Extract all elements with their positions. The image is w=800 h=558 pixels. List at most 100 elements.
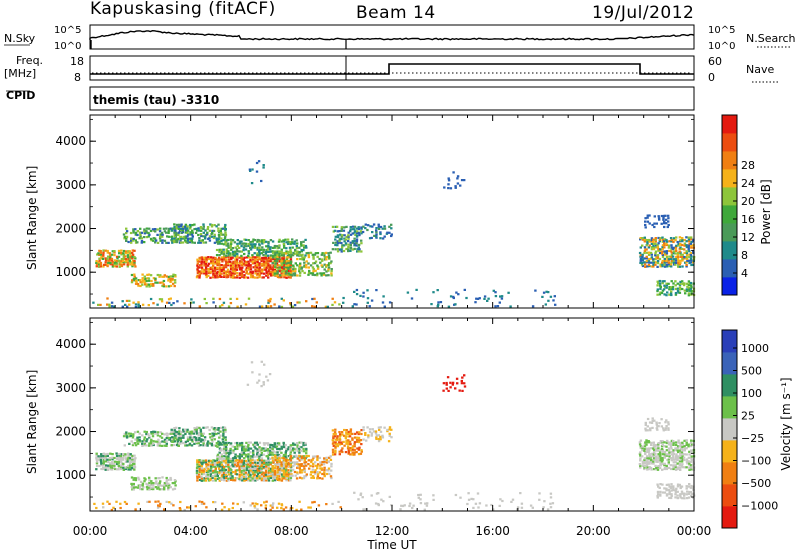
range-cell	[198, 463, 201, 466]
range-cell	[683, 494, 686, 497]
range-cell	[156, 434, 160, 437]
range-cell	[214, 268, 217, 271]
range-cell	[240, 254, 243, 257]
range-cell	[347, 235, 350, 238]
range-cell	[287, 276, 291, 279]
range-cell	[234, 469, 237, 472]
range-cell	[271, 467, 275, 470]
range-cell	[167, 478, 170, 482]
range-cell	[675, 244, 678, 247]
range-cell	[657, 215, 660, 218]
range-cell	[168, 484, 171, 487]
range-cell	[143, 230, 146, 233]
range-cell	[687, 259, 691, 262]
range-cell	[242, 258, 245, 261]
range-cell	[672, 452, 675, 455]
range-cell	[110, 461, 114, 464]
range-cell	[685, 487, 688, 490]
range-cell	[659, 455, 662, 458]
range-cell	[256, 459, 259, 462]
range-cell	[388, 434, 391, 437]
range-cell	[178, 436, 181, 440]
range-cell	[646, 220, 650, 223]
range-cell	[132, 434, 135, 437]
range-cell	[668, 293, 671, 296]
range-cell	[280, 461, 283, 464]
range-cell	[283, 472, 286, 476]
range-cell	[137, 484, 140, 487]
range-cell	[332, 444, 335, 447]
range-cell	[282, 256, 285, 259]
range-cell	[245, 478, 248, 482]
range-cell	[278, 276, 281, 279]
range-cell	[289, 250, 292, 254]
range-cell	[272, 254, 275, 257]
colorbar-frame	[721, 329, 738, 529]
range-cell	[230, 262, 233, 265]
range-cell	[275, 445, 279, 448]
range-cell	[263, 475, 266, 478]
range-cell	[154, 241, 157, 244]
range-cell	[193, 223, 196, 226]
range-cell	[227, 252, 231, 255]
range-cell	[212, 273, 215, 276]
range-cell	[663, 284, 666, 287]
range-cell	[292, 268, 295, 271]
range-cell	[650, 265, 653, 268]
range-cell	[285, 474, 288, 478]
range-cell	[349, 432, 352, 435]
range-cell	[218, 430, 221, 433]
range-cell	[656, 265, 659, 268]
range-cell	[360, 250, 363, 253]
range-cell	[227, 457, 230, 460]
range-cell	[146, 283, 149, 286]
range-cell	[278, 252, 281, 255]
range-cell	[171, 239, 174, 242]
range-cell	[666, 291, 669, 294]
range-cell	[107, 255, 110, 258]
range-cell	[688, 250, 691, 253]
range-cell	[238, 473, 241, 476]
range-cell	[379, 225, 383, 229]
range-cell	[190, 432, 193, 435]
range-cell	[253, 245, 257, 248]
range-cell	[190, 438, 194, 441]
range-cell	[323, 466, 326, 469]
range-cell	[419, 502, 423, 505]
range-cell	[290, 274, 293, 277]
range-cell	[126, 458, 130, 461]
range-cell	[209, 267, 213, 271]
range-cell	[238, 461, 242, 464]
range-cell	[302, 457, 305, 460]
range-cell	[162, 279, 166, 283]
range-cell	[195, 227, 198, 230]
range-cell	[214, 477, 217, 480]
range-cell	[665, 449, 669, 452]
range-cell	[271, 469, 275, 472]
range-cell	[335, 437, 339, 440]
range-cell	[207, 470, 210, 473]
range-cell	[280, 266, 283, 269]
range-cell	[639, 439, 643, 442]
range-cell	[296, 242, 299, 245]
range-cell	[338, 238, 341, 241]
velocity-panel	[89, 317, 695, 512]
range-cell	[690, 495, 693, 498]
range-cell	[282, 267, 285, 270]
range-cell	[655, 466, 658, 469]
range-cell	[233, 455, 237, 459]
range-cell	[97, 252, 100, 255]
range-cell	[670, 256, 673, 259]
range-cell	[134, 305, 138, 309]
range-cell	[265, 260, 268, 263]
range-cell	[654, 238, 657, 241]
range-cell	[134, 486, 138, 489]
range-cell	[358, 441, 361, 444]
range-cell	[141, 484, 144, 487]
range-cell	[218, 461, 221, 464]
range-cell	[224, 436, 227, 439]
range-cell	[98, 253, 101, 256]
range-cell	[678, 286, 682, 289]
range-cell	[274, 454, 277, 457]
range-cell	[222, 429, 225, 432]
